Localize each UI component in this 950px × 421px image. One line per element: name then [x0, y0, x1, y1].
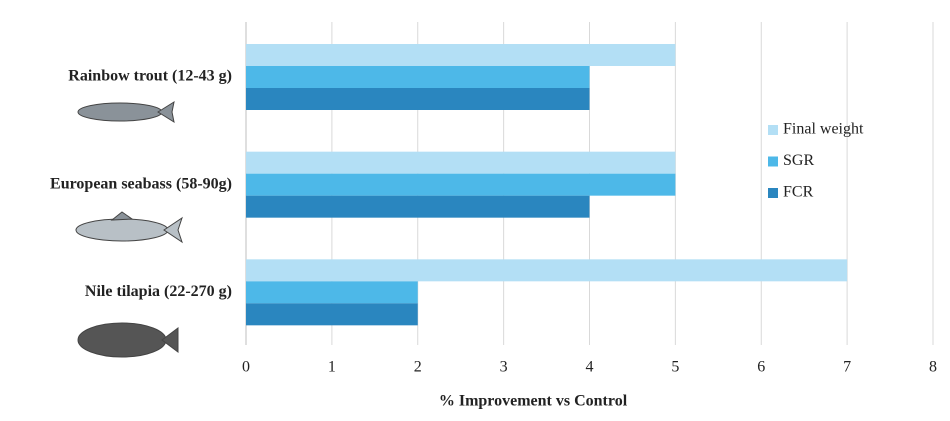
x-tick-label: 0 — [242, 359, 250, 376]
x-tick-label: 7 — [843, 359, 851, 376]
bar — [246, 44, 676, 66]
seabass-icon — [75, 211, 183, 244]
bar — [246, 303, 418, 326]
legend-label: FCR — [783, 184, 814, 201]
bar — [246, 173, 676, 196]
category-label: European seabass (58-90g) — [50, 175, 232, 192]
legend-swatch — [768, 156, 778, 167]
legend-swatch — [768, 188, 778, 198]
bar — [246, 88, 590, 110]
x-tick-label: 3 — [500, 359, 508, 376]
legend-swatch — [768, 125, 778, 135]
category-label: Nile tilapia (22-270 g) — [85, 283, 232, 300]
x-tick-label: 8 — [929, 359, 937, 376]
x-tick-label: 5 — [671, 359, 679, 376]
bar — [246, 281, 418, 304]
legend-label: SGR — [783, 152, 814, 169]
legend-label: Final weight — [783, 121, 864, 138]
tilapia-icon — [77, 322, 179, 358]
x-axis-title: % Improvement vs Control — [439, 393, 628, 410]
bar — [246, 195, 590, 218]
trout-icon — [77, 100, 175, 124]
x-tick-label: 4 — [586, 359, 594, 376]
x-tick-label: 2 — [414, 359, 422, 376]
x-tick-label: 1 — [328, 359, 336, 376]
category-label: Rainbow trout (12-43 g) — [68, 68, 232, 85]
bar — [246, 66, 590, 88]
bar — [246, 259, 848, 282]
x-tick-label: 6 — [757, 359, 765, 376]
bar — [246, 151, 676, 174]
fish-icons — [75, 100, 183, 358]
